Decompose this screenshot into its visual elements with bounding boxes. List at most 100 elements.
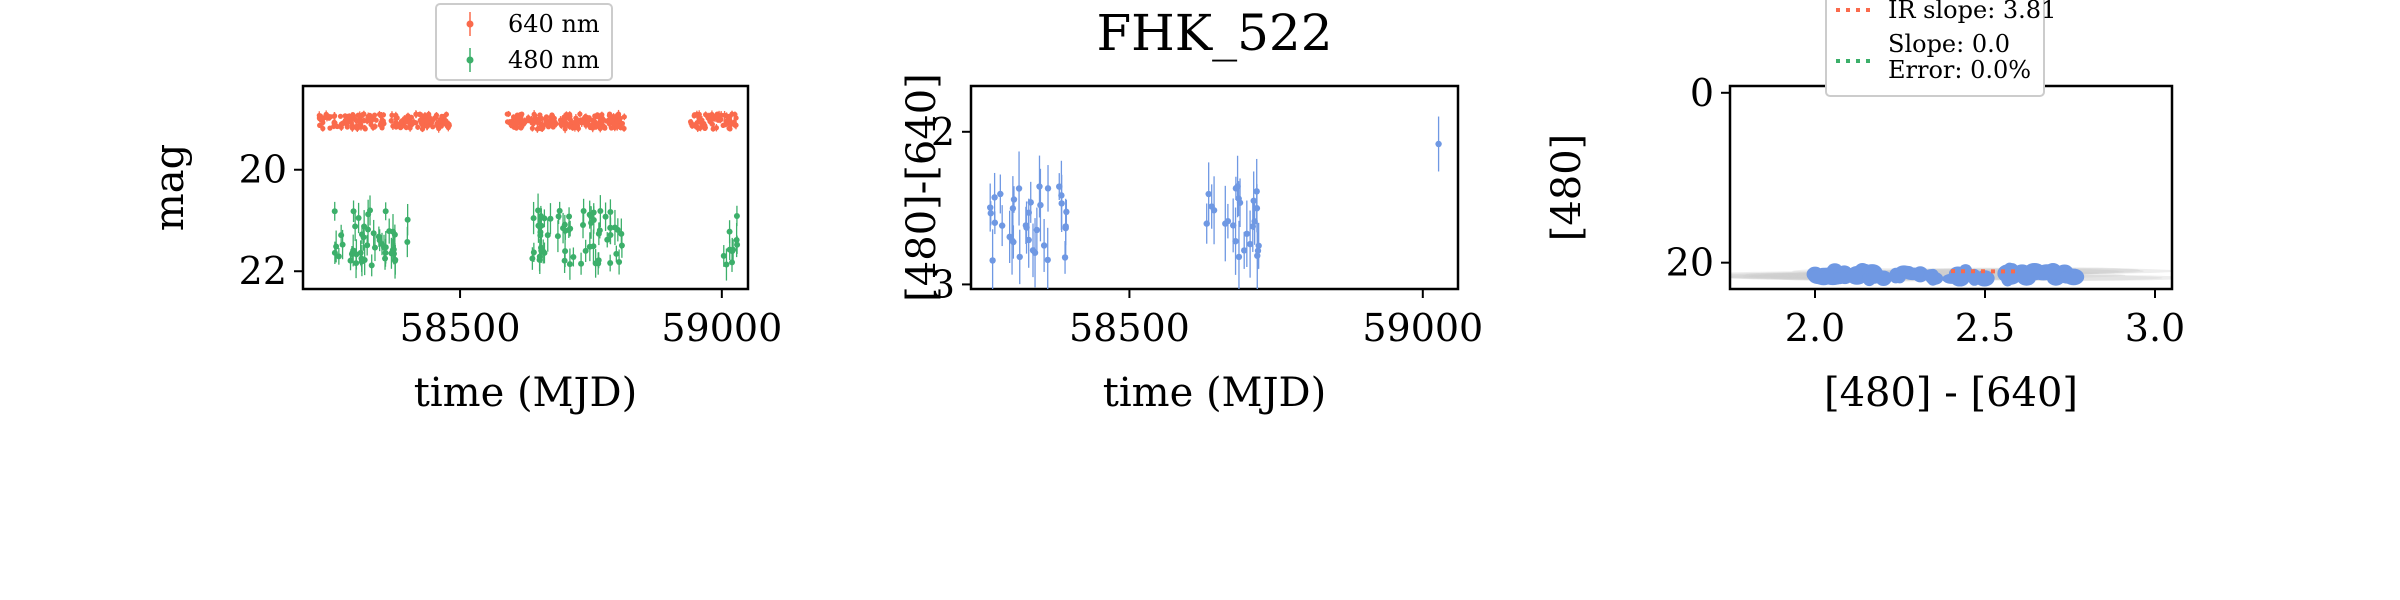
data-point-640 — [713, 113, 719, 119]
y-tick-label: 20 — [1666, 241, 1714, 285]
data-point-480 — [353, 260, 360, 267]
data-point-640 — [418, 118, 424, 124]
data-point-480 — [607, 231, 614, 238]
data-point-480 — [544, 232, 551, 239]
legend-label: IR slope: 3.81 — [1888, 0, 2056, 24]
data-point-480 — [404, 238, 411, 245]
data-point-640 — [514, 119, 520, 125]
data-point-640 — [562, 126, 568, 132]
data-point-640 — [550, 124, 556, 130]
data-point-480 — [538, 247, 545, 254]
data-point-color — [1036, 183, 1043, 190]
data-point-480 — [530, 215, 537, 222]
data-point-640 — [325, 113, 331, 119]
data-point-480 — [333, 243, 340, 250]
data-point-480 — [376, 237, 383, 244]
chart-title: FHK_522 — [1096, 4, 1332, 62]
data-point-480 — [723, 261, 730, 268]
data-point-color — [1044, 256, 1051, 264]
data-point-color — [1009, 205, 1017, 212]
data-point-480 — [590, 216, 597, 223]
legend-label: 480 nm — [508, 46, 600, 74]
data-point-color — [1203, 220, 1210, 227]
data-point-640 — [618, 124, 624, 131]
data-point-640 — [710, 126, 716, 132]
data-point-640 — [706, 112, 712, 119]
data-point-color — [1250, 197, 1257, 204]
data-point-480 — [607, 209, 614, 216]
y-tick-label: 3 — [931, 262, 955, 306]
data-point-cmd — [2012, 264, 2032, 282]
data-point-480 — [382, 208, 389, 215]
data-point-640 — [407, 125, 413, 131]
data-point-640 — [510, 114, 517, 120]
data-point-color — [998, 222, 1006, 229]
data-point-640 — [371, 112, 378, 118]
data-point-640 — [543, 118, 549, 124]
data-point-color — [1254, 252, 1261, 259]
data-point-640 — [504, 119, 511, 125]
data-point-640 — [434, 121, 440, 127]
data-point-color — [1033, 226, 1041, 234]
data-point-640 — [549, 112, 555, 118]
data-point-640 — [621, 114, 627, 120]
data-point-640 — [562, 117, 568, 123]
data-point-640 — [378, 122, 384, 128]
data-point-color — [1016, 253, 1023, 261]
data-point-color — [1236, 199, 1244, 206]
data-point-color — [1061, 254, 1069, 261]
data-point-640 — [419, 113, 425, 119]
data-point-480 — [613, 250, 620, 257]
data-point-640 — [361, 124, 368, 131]
lightcurve-points — [316, 109, 741, 281]
x-tick-label: 59000 — [1362, 306, 1483, 350]
data-point-640 — [424, 118, 430, 125]
y-tick-label: 2 — [931, 110, 955, 154]
data-point-640 — [702, 125, 708, 131]
data-point-640 — [529, 125, 535, 131]
data-point-480 — [562, 227, 569, 234]
data-point-640 — [408, 114, 415, 120]
data-point-640 — [590, 125, 596, 131]
data-point-640 — [389, 112, 395, 118]
data-point-640 — [443, 111, 450, 118]
data-point-480 — [541, 215, 548, 222]
data-point-640 — [415, 124, 421, 130]
data-point-480 — [586, 243, 593, 250]
data-point-cmd — [1925, 271, 1944, 285]
data-point-480 — [720, 252, 727, 259]
data-point-480 — [604, 236, 611, 243]
data-point-640 — [394, 115, 400, 121]
data-point-480 — [582, 247, 589, 254]
panel-color-magnitude: 2.0 2.5 3.0 0 20 [480] - [640] [480] IR slope: … — [1544, 0, 2185, 416]
data-point-color — [1224, 217, 1232, 225]
data-point-480 — [357, 249, 364, 256]
panel-color-curve: 58500 59000 2 3 time (MJD) [480]-[640] FHK_522 — [899, 4, 1483, 416]
data-point-640 — [379, 117, 385, 123]
data-point-480 — [556, 207, 563, 214]
data-point-color — [1205, 190, 1212, 198]
data-point-640 — [424, 123, 430, 130]
data-point-640 — [338, 121, 344, 127]
data-point-color — [1037, 201, 1044, 209]
data-point-480 — [597, 208, 604, 215]
data-point-color — [1253, 205, 1261, 212]
data-point-640 — [696, 113, 702, 119]
data-point-480 — [339, 241, 346, 248]
data-point-480 — [350, 247, 357, 254]
data-point-480 — [733, 212, 740, 219]
data-point-cmd — [2044, 262, 2062, 280]
data-point-480 — [580, 208, 587, 215]
data-point-640 — [359, 113, 365, 119]
data-point-640 — [370, 124, 376, 131]
data-point-640 — [722, 121, 729, 128]
data-point-640 — [343, 117, 349, 123]
data-point-480 — [358, 258, 365, 265]
data-point-640 — [437, 117, 443, 124]
data-point-480 — [607, 260, 614, 267]
data-point-640 — [607, 118, 613, 124]
data-point-480 — [335, 253, 342, 260]
data-point-480 — [368, 262, 375, 269]
data-point-480 — [562, 248, 569, 255]
data-point-480 — [371, 244, 378, 251]
